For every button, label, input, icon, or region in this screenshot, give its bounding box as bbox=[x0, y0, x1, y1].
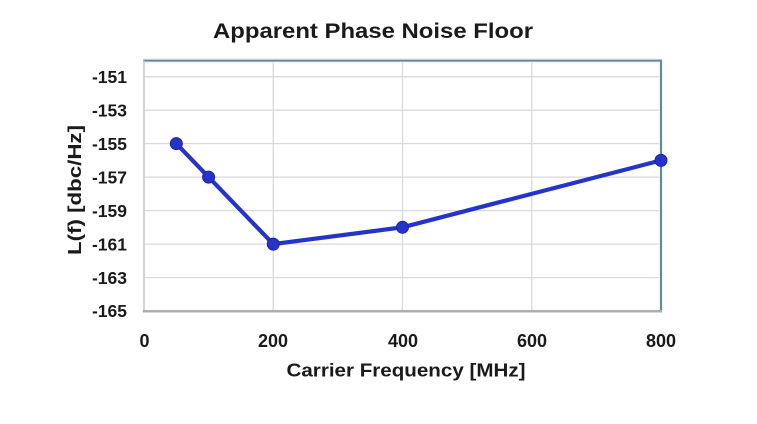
svg-text:-159: -159 bbox=[92, 201, 127, 221]
svg-text:400: 400 bbox=[388, 331, 418, 351]
svg-text:-155: -155 bbox=[92, 134, 127, 154]
svg-text:0: 0 bbox=[139, 331, 149, 351]
svg-text:200: 200 bbox=[258, 331, 288, 351]
svg-text:L(f) [dbc/Hz]: L(f) [dbc/Hz] bbox=[65, 125, 85, 255]
svg-text:-161: -161 bbox=[92, 234, 127, 254]
svg-text:-157: -157 bbox=[92, 167, 127, 187]
svg-text:-165: -165 bbox=[92, 301, 127, 321]
svg-text:Carrier Frequency [MHz]: Carrier Frequency [MHz] bbox=[287, 361, 526, 381]
svg-text:-151: -151 bbox=[92, 67, 127, 87]
svg-text:Apparent Phase Noise Floor: Apparent Phase Noise Floor bbox=[213, 20, 533, 43]
svg-text:-163: -163 bbox=[92, 268, 127, 288]
svg-text:800: 800 bbox=[646, 331, 676, 351]
svg-text:-153: -153 bbox=[92, 100, 127, 120]
svg-text:600: 600 bbox=[517, 331, 547, 351]
